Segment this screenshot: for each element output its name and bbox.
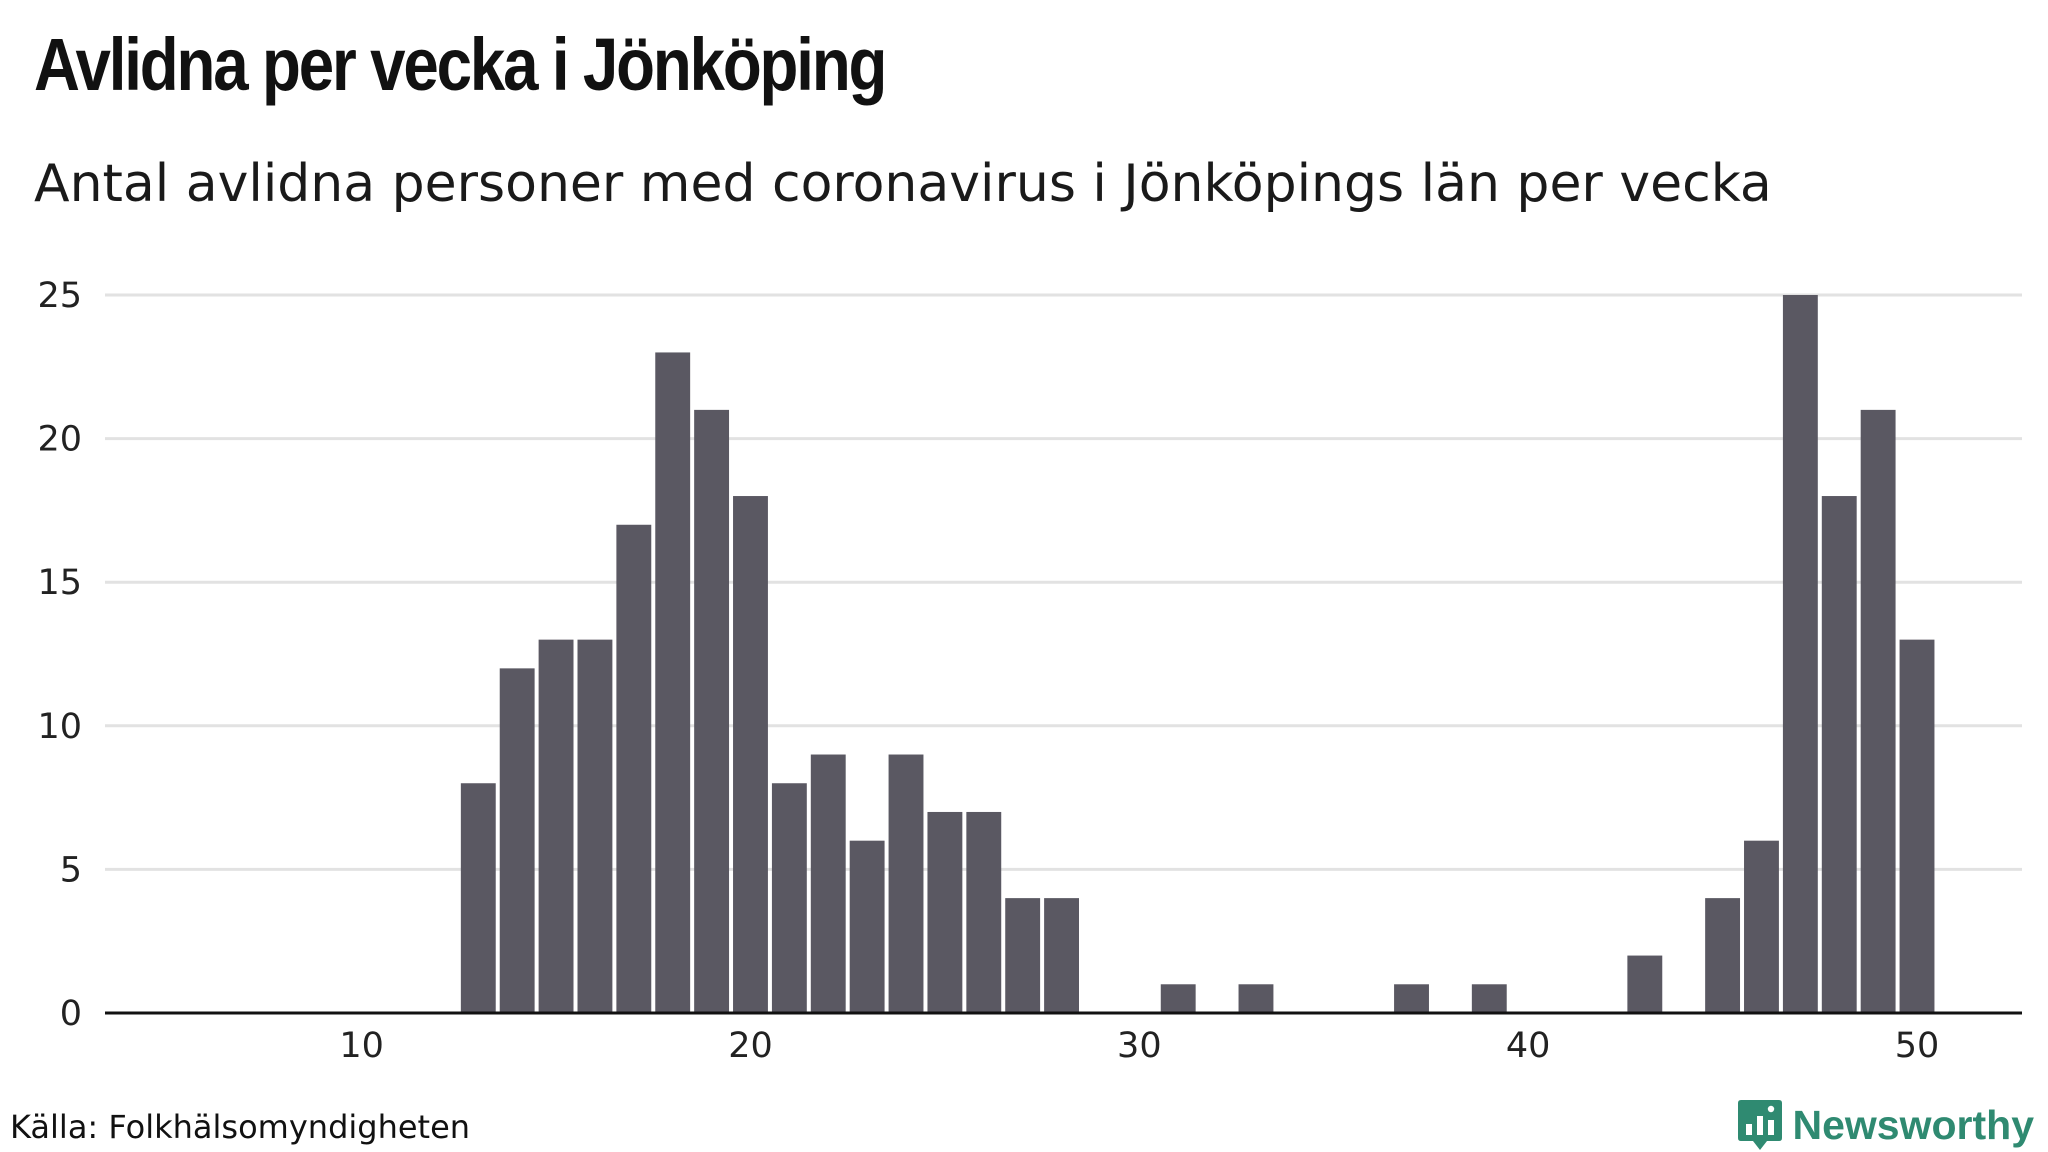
newsworthy-logo-icon: [1737, 1100, 1782, 1150]
bar-week-17: [616, 524, 652, 1013]
bar-week-21: [771, 783, 807, 1013]
x-tick-label: 50: [1895, 1026, 1940, 1066]
source-note: Källa: Folkhälsomyndigheten: [10, 1108, 471, 1146]
bar-week-27: [1005, 898, 1041, 1013]
bar-week-28: [1044, 898, 1079, 1013]
bar-week-13: [460, 783, 496, 1013]
bars: [460, 295, 1935, 1013]
x-tick-label: 20: [728, 1026, 773, 1066]
y-tick-label: 5: [60, 850, 82, 890]
bar-week-46: [1744, 840, 1779, 1013]
chart-title: Avlidna per vecka i Jönköping: [34, 23, 887, 106]
bar-week-20: [733, 496, 768, 1013]
bar-week-43: [1627, 955, 1663, 1013]
y-tick-label: 25: [37, 276, 82, 316]
bar-week-19: [694, 409, 730, 1013]
bar-week-15: [538, 639, 574, 1013]
bar-week-47: [1782, 295, 1818, 1013]
x-tick-label: 40: [1506, 1026, 1551, 1066]
brand-name: Newsworthy: [1792, 1101, 2035, 1148]
bar-week-45: [1705, 898, 1741, 1013]
y-tick-label: 20: [37, 420, 82, 460]
bar-week-48: [1821, 496, 1857, 1013]
x-tick-label: 30: [1117, 1026, 1162, 1066]
bar-week-25: [927, 811, 963, 1013]
bar-week-16: [577, 639, 613, 1013]
y-tick-label: 15: [37, 563, 82, 603]
x-axis-ticks: 10 20 30 40 50: [339, 1026, 1939, 1066]
y-axis-ticks: 0 5 10 15 20 25: [37, 276, 82, 1034]
x-tick-label: 10: [339, 1026, 384, 1066]
bar-week-23: [849, 840, 885, 1013]
bar-week-22: [810, 754, 846, 1013]
chart-subtitle: Antal avlidna personer med coronavirus i…: [34, 154, 1772, 214]
bar-week-31: [1160, 984, 1196, 1013]
bar-week-39: [1471, 984, 1507, 1013]
gridlines: [105, 293, 2022, 871]
bar-week-49: [1860, 409, 1896, 1013]
bar-week-33: [1238, 984, 1274, 1013]
bar-week-18: [655, 352, 691, 1013]
bar-week-26: [966, 811, 1002, 1013]
bar-chart: 0 5 10 15 20 25 10 20 30 40 50: [37, 276, 2022, 1066]
brand-logo: Newsworthy: [1737, 1098, 2035, 1152]
bar-week-50: [1899, 639, 1935, 1013]
y-tick-label: 0: [60, 994, 82, 1034]
y-tick-label: 10: [37, 707, 82, 747]
bar-week-14: [499, 668, 535, 1013]
bar-week-24: [888, 754, 924, 1013]
bar-week-37: [1394, 984, 1429, 1013]
